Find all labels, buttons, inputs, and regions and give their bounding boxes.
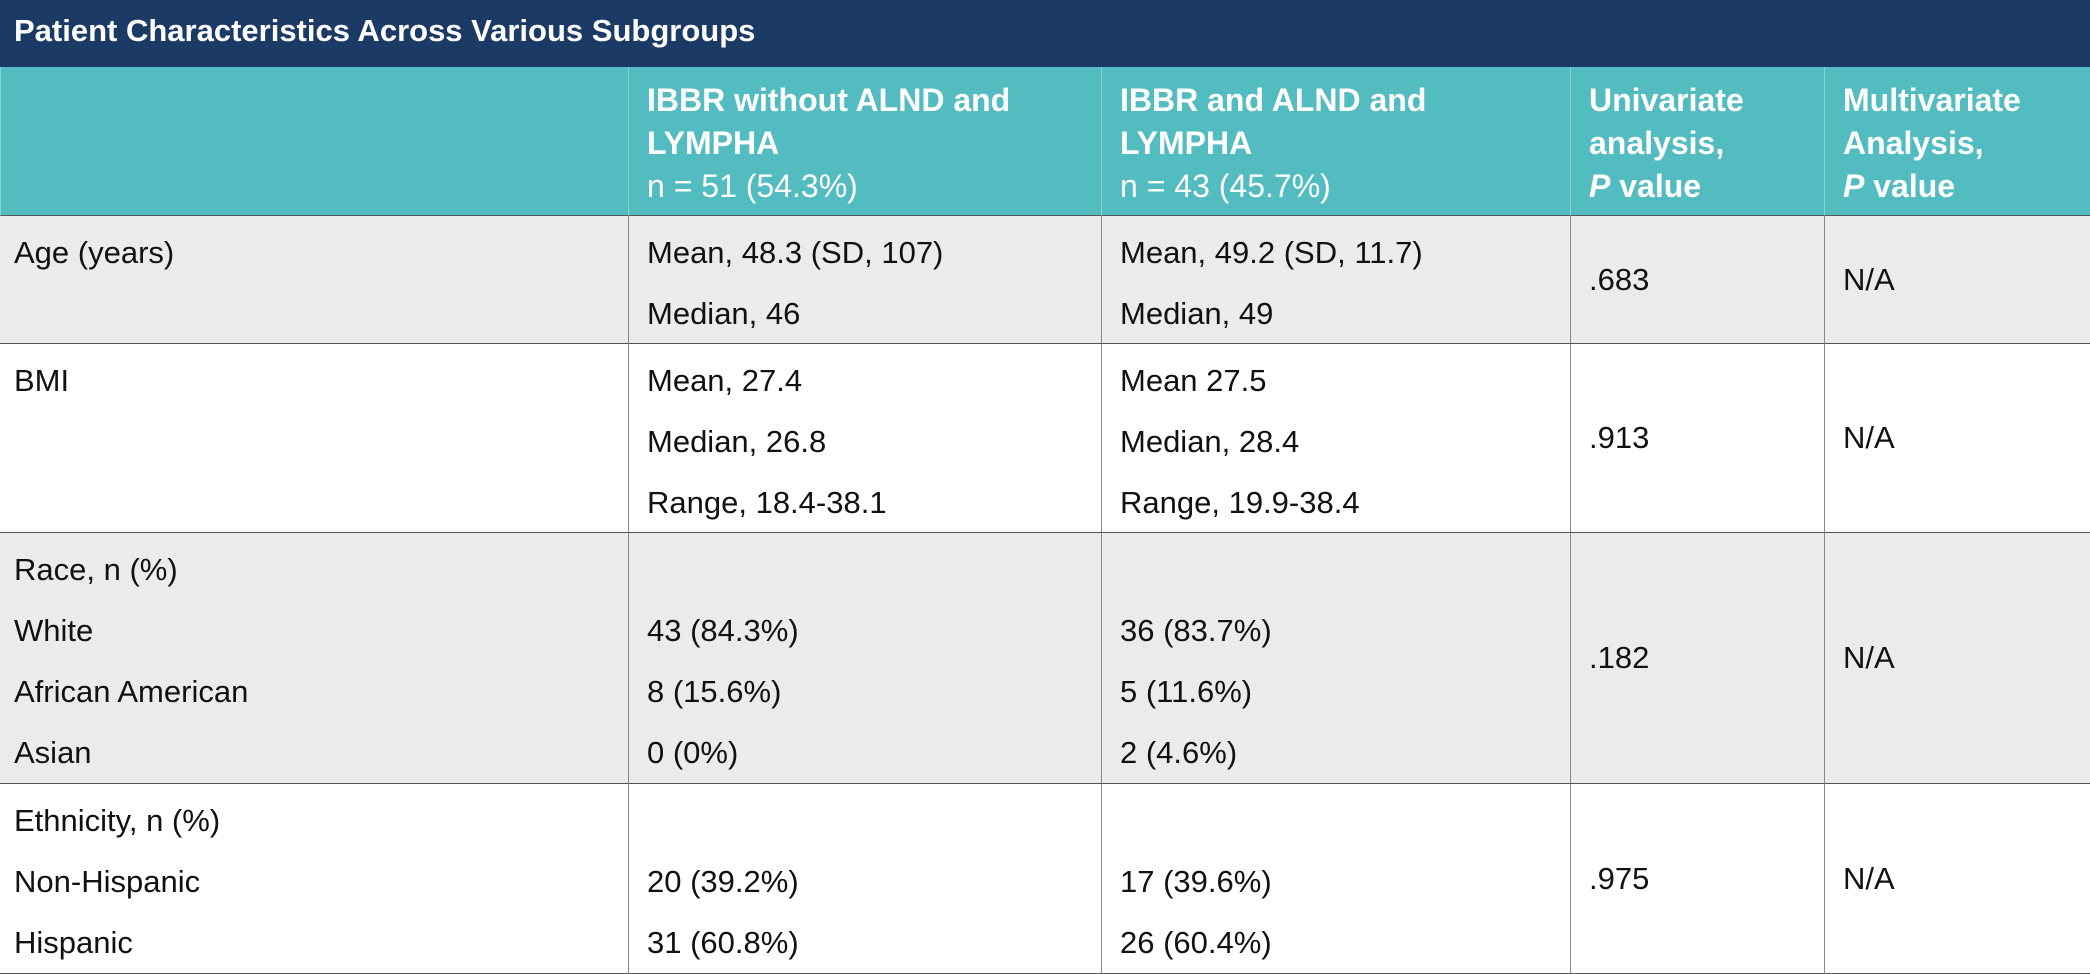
cell-text: Asian xyxy=(14,735,92,770)
cell-text: .182 xyxy=(1589,640,1650,675)
cell: Mean, 48.3 (SD, 107) Median, 46 xyxy=(628,216,1101,344)
cell-text: BMI xyxy=(14,363,70,398)
cell: .683 xyxy=(1570,216,1824,344)
cell-text: Median, 49 xyxy=(1120,296,1274,331)
cell: Mean 27.5 Median, 28.4 Range, 19.9-38.4 xyxy=(1101,344,1570,533)
cell: 20 (39.2%) 31 (60.8%) xyxy=(628,784,1101,974)
cell: 36 (83.7%) 5 (11.6%) 2 (4.6%) xyxy=(1101,533,1570,784)
header-subtitle: n = 43 (45.7%) xyxy=(1120,168,1331,204)
cell-text: Mean, 48.3 (SD, 107) xyxy=(647,235,944,270)
cell: .182 xyxy=(1570,533,1824,784)
cell-text: Mean, 27.4 xyxy=(647,363,803,398)
cell-text: .683 xyxy=(1589,261,1650,297)
header-text: LYMPHA xyxy=(647,125,780,161)
cell: .975 xyxy=(1570,784,1824,974)
header-text: P value xyxy=(1589,165,1806,208)
cell-text: Race, n (%) xyxy=(14,552,178,587)
header-italic: P xyxy=(1843,168,1865,204)
header-italic: P xyxy=(1589,168,1611,204)
cell-text: Median, 46 xyxy=(647,296,801,331)
cell: .913 xyxy=(1570,344,1824,533)
header-text: P value xyxy=(1843,165,2072,208)
header-text: IBBR without ALND and xyxy=(647,82,1011,118)
cell-text: Mean, 49.2 (SD, 11.7) xyxy=(1120,235,1423,270)
header-cell: Multivariate Analysis, P value xyxy=(1824,67,2090,216)
cell-text: .913 xyxy=(1589,420,1650,455)
cell: 17 (39.6%) 26 (60.4%) xyxy=(1101,784,1570,974)
cell: 43 (84.3%) 8 (15.6%) 0 (0%) xyxy=(628,533,1101,784)
cell-text: N/A xyxy=(1843,860,1895,896)
cell-text: 36 (83.7%) xyxy=(1120,613,1272,648)
cell-text: Range, 18.4-38.1 xyxy=(647,485,887,520)
table-title: Patient Characteristics Across Various S… xyxy=(0,0,2090,67)
cell: N/A xyxy=(1824,344,2090,533)
cell-text: Ethnicity, n (%) xyxy=(14,803,221,838)
cell-text: N/A xyxy=(1843,640,1895,675)
header-text: LYMPHA xyxy=(1120,125,1253,161)
cell-text: 17 (39.6%) xyxy=(1120,864,1272,899)
cell-text: Mean 27.5 xyxy=(1120,363,1267,398)
spacer xyxy=(1120,790,1552,851)
cell: N/A xyxy=(1824,533,2090,784)
cell-text: 20 (39.2%) xyxy=(647,864,799,899)
cell-text: 26 (60.4%) xyxy=(1120,925,1272,960)
header-text: value xyxy=(1619,168,1702,204)
row-label: Race, n (%) White African American Asian xyxy=(0,533,628,784)
cell-text: 5 (11.6%) xyxy=(1120,674,1253,709)
cell-text: 0 (0%) xyxy=(647,735,739,770)
header-cell: IBBR without ALND and LYMPHA n = 51 (54.3%… xyxy=(628,67,1101,216)
row-label: Age (years) xyxy=(0,216,628,344)
header-text: Analysis, xyxy=(1843,125,1984,161)
cell-text: 8 (15.6%) xyxy=(647,674,782,709)
cell-text: N/A xyxy=(1843,261,1895,297)
cell-text: N/A xyxy=(1843,420,1895,455)
cell-text: 43 (84.3%) xyxy=(647,613,799,648)
spacer xyxy=(647,539,1083,600)
header-text: Multivariate xyxy=(1843,82,2021,118)
header-cell xyxy=(0,67,628,216)
cell-text: African American xyxy=(14,674,249,709)
table: IBBR without ALND and LYMPHA n = 51 (54.3%… xyxy=(0,67,2090,974)
row-label: Ethnicity, n (%) Non-Hispanic Hispanic xyxy=(0,784,628,974)
cell-text: 2 (4.6%) xyxy=(1120,735,1238,770)
spacer xyxy=(647,790,1083,851)
cell-text: Median, 26.8 xyxy=(647,424,827,459)
header-subtitle: n = 51 (54.3%) xyxy=(647,168,858,204)
cell-text: .975 xyxy=(1589,860,1650,896)
cell: N/A xyxy=(1824,216,2090,344)
cell: Mean, 49.2 (SD, 11.7) Median, 49 xyxy=(1101,216,1570,344)
row-label: BMI xyxy=(0,344,628,533)
spacer xyxy=(1120,539,1552,600)
header-cell: Univariate analysis, P value xyxy=(1570,67,1824,216)
cell-text: Range, 19.9-38.4 xyxy=(1120,485,1360,520)
cell: Mean, 27.4 Median, 26.8 Range, 18.4-38.1 xyxy=(628,344,1101,533)
cell-text: Hispanic xyxy=(14,925,133,960)
header-text: analysis, xyxy=(1589,125,1725,161)
header-text: Univariate xyxy=(1589,82,1744,118)
cell-text: Age (years) xyxy=(14,235,175,270)
header-text: IBBR and ALND and xyxy=(1120,82,1427,118)
header-cell: IBBR and ALND and LYMPHA n = 43 (45.7%) xyxy=(1101,67,1570,216)
cell-text: Median, 28.4 xyxy=(1120,424,1300,459)
header-text: value xyxy=(1873,168,1956,204)
cell-text: 31 (60.8%) xyxy=(647,925,799,960)
cell-text: Non-Hispanic xyxy=(14,864,201,899)
cell-text: White xyxy=(14,613,94,648)
cell: N/A xyxy=(1824,784,2090,974)
